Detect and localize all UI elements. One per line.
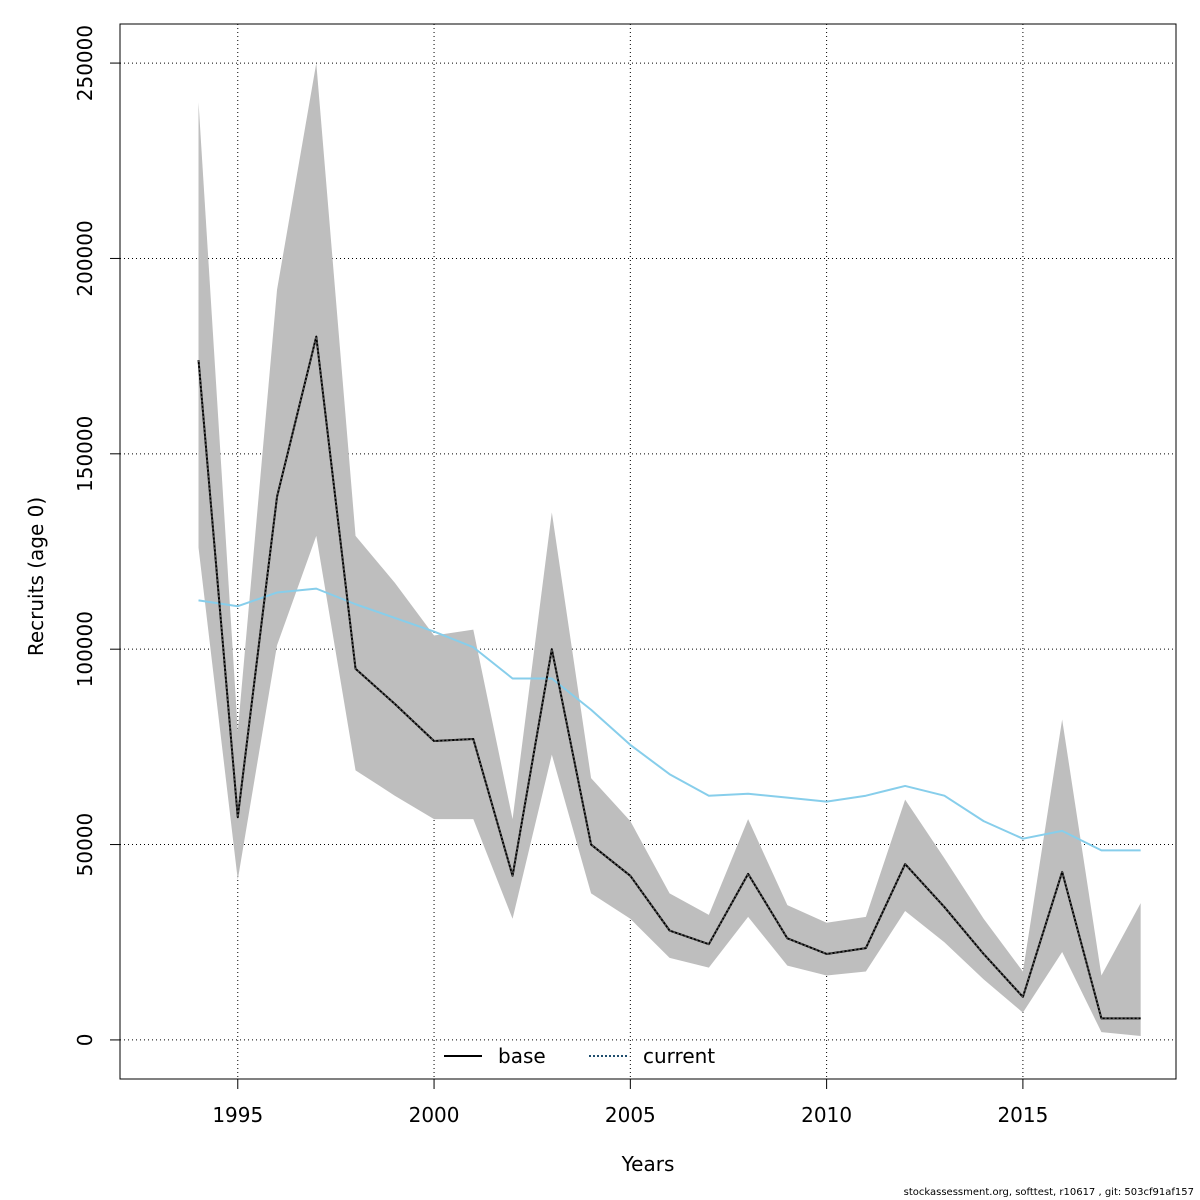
x-tick-label: 2000 <box>409 1103 460 1127</box>
x-tick-label: 2015 <box>997 1103 1048 1127</box>
current-series-line <box>197 335 1141 1020</box>
axes: 1995 2000 2005 2010 2015 0 50000 100000 150000 20… <box>73 25 1048 1127</box>
x-axis-title: Years <box>621 1152 675 1176</box>
y-tick-label: 0 <box>73 1034 97 1047</box>
legend-label-current: current <box>643 1044 715 1068</box>
y-tick-label: 100000 <box>73 611 97 687</box>
confidence-band-layer <box>198 63 1141 1037</box>
y-tick-label: 200000 <box>73 220 97 296</box>
plot-frame <box>119 23 1177 1080</box>
reference-series-line <box>198 587 1141 852</box>
y-axis-title: Recruits (age 0) <box>24 497 48 656</box>
y-tick-label: 50000 <box>73 813 97 877</box>
x-tick-label: 1995 <box>212 1103 263 1127</box>
footer-credit: stockassessment.org, softtest, r10617 , … <box>903 1187 1194 1198</box>
base-confidence-band <box>198 63 1141 1037</box>
x-tick-label: 2010 <box>801 1103 852 1127</box>
series-layer <box>197 335 1141 1020</box>
x-tick-label: 2005 <box>605 1103 656 1127</box>
legend-label-base: base <box>498 1044 546 1068</box>
y-tick-label: 250000 <box>73 25 97 101</box>
legend: base current <box>444 1044 715 1068</box>
y-tick-label: 150000 <box>73 416 97 492</box>
